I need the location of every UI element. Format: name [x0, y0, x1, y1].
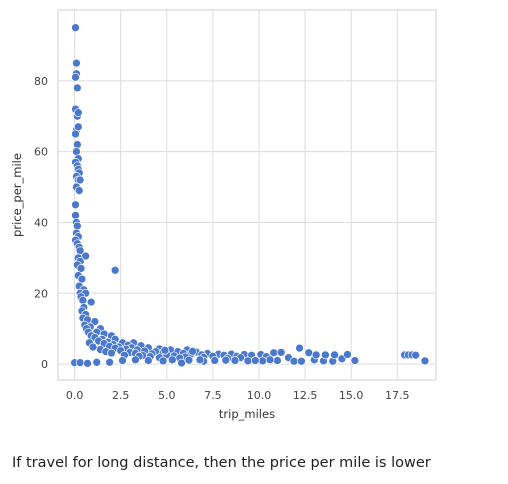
- x-tick-label: 7.5: [204, 389, 222, 402]
- data-point: [105, 357, 114, 367]
- data-point: [289, 356, 299, 366]
- data-point: [72, 147, 81, 156]
- data-point: [71, 200, 80, 210]
- x-axis-label: trip_miles: [219, 407, 275, 421]
- x-tick-label: 12.5: [293, 389, 318, 402]
- data-point: [243, 356, 253, 366]
- y-tick-label: 60: [34, 146, 48, 159]
- data-point: [110, 265, 120, 275]
- caption-text: If travel for long distance, then the pr…: [12, 455, 431, 471]
- x-tick-label: 2.5: [112, 389, 130, 402]
- data-point: [420, 356, 430, 366]
- data-point: [184, 355, 194, 365]
- y-tick-label: 80: [34, 75, 48, 88]
- data-point: [311, 350, 321, 360]
- data-point: [265, 355, 275, 365]
- data-point: [321, 350, 330, 360]
- data-point: [210, 356, 220, 365]
- data-point: [304, 348, 314, 358]
- data-point: [330, 350, 339, 360]
- data-point: [88, 342, 98, 352]
- data-point: [144, 356, 153, 365]
- data-point: [86, 297, 96, 307]
- x-tick-label: 0.0: [66, 389, 84, 402]
- data-point: [411, 350, 421, 360]
- data-point: [75, 358, 85, 368]
- y-tick-label: 20: [34, 287, 48, 300]
- data-point: [107, 348, 116, 358]
- data-point: [73, 83, 82, 93]
- data-point: [188, 346, 197, 356]
- data-point: [158, 356, 168, 366]
- data-point: [258, 356, 268, 366]
- data-point: [118, 356, 127, 365]
- data-point: [269, 348, 279, 358]
- grid-lines: [58, 10, 436, 380]
- data-point: [160, 345, 170, 355]
- x-tick-label: 5.0: [158, 389, 176, 402]
- data-point: [230, 356, 240, 365]
- data-point: [250, 356, 260, 365]
- data-point: [73, 122, 83, 132]
- data-point: [343, 350, 352, 359]
- data-point: [131, 355, 140, 365]
- y-axis-label: price_per_mile: [10, 153, 24, 237]
- data-points: [70, 23, 430, 368]
- data-point: [295, 343, 304, 353]
- x-tick-label: 17.5: [385, 389, 410, 402]
- data-point: [71, 211, 80, 220]
- plot-area: [57, 9, 437, 381]
- data-point: [297, 356, 306, 366]
- data-point: [73, 221, 82, 231]
- data-point: [71, 23, 80, 33]
- x-axis-ticks: 0.0 2.5 5.0 7.5 10.0 12.5 15.0 17.5: [66, 389, 410, 402]
- data-point: [350, 356, 360, 365]
- data-point: [75, 175, 85, 185]
- y-tick-label: 40: [34, 216, 48, 229]
- data-point: [73, 140, 82, 149]
- data-point: [74, 186, 84, 195]
- y-tick-label: 0: [41, 358, 48, 371]
- data-point: [167, 355, 177, 365]
- x-tick-label: 15.0: [339, 389, 364, 402]
- data-point: [195, 355, 205, 365]
- y-axis-ticks: 0 20 40 60 80: [34, 75, 48, 371]
- data-point: [221, 355, 231, 365]
- x-tick-label: 10.0: [247, 389, 272, 402]
- data-point: [273, 356, 282, 365]
- data-point: [92, 357, 102, 367]
- data-point: [83, 359, 92, 368]
- scatter-chart: 0.0 2.5 5.0 7.5 10.0 12.5 15.0 17.5 0 20 40 60 80 t…: [10, 9, 437, 421]
- data-point: [78, 295, 88, 305]
- data-point: [73, 108, 83, 118]
- data-point: [71, 72, 80, 82]
- data-point: [72, 58, 81, 68]
- data-point: [177, 358, 186, 368]
- data-point: [276, 348, 286, 357]
